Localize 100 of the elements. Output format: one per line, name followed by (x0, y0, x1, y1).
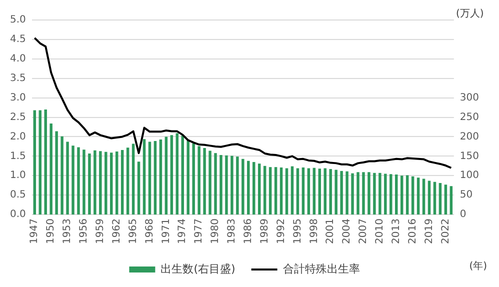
bar (444, 184, 448, 215)
bar (312, 168, 316, 215)
x-tick-label: 1950 (46, 218, 57, 244)
y2-tick-label: 300 (460, 92, 480, 104)
y-tick-label: 1.0 (10, 170, 26, 182)
bar (274, 167, 278, 215)
x-tick-label: 2013 (390, 218, 402, 244)
y2-tick-label: 150 (460, 150, 480, 162)
bar (422, 178, 426, 215)
x-tick-label: 1974 (177, 218, 188, 244)
x-tick-label: 2007 (358, 218, 370, 244)
x-tick-label: 1947 (29, 218, 40, 244)
x-tick-label: 1953 (62, 218, 74, 244)
bar (362, 172, 365, 215)
bar (406, 175, 409, 215)
bar (390, 174, 392, 215)
x-tick-label: 1959 (95, 218, 106, 244)
bar (132, 144, 135, 215)
x-axis-title: (年) (469, 260, 488, 272)
bar (66, 142, 69, 215)
x-tick-label: 2019 (424, 218, 435, 244)
bar (104, 152, 108, 215)
bar (428, 180, 431, 215)
bar (340, 170, 343, 215)
bar (126, 148, 130, 215)
x-tick-label: 1956 (78, 218, 90, 244)
bar (242, 158, 244, 215)
x-tick-label: 1992 (276, 218, 287, 244)
bar (214, 153, 217, 215)
bar (373, 172, 376, 215)
bar (290, 166, 294, 215)
x-tick-label: 1998 (308, 218, 320, 244)
x-tick-label: 1980 (210, 218, 222, 244)
x-tick-label: 1962 (111, 218, 122, 244)
x-tick-label: 1986 (242, 218, 254, 244)
bar (296, 168, 300, 215)
bar (252, 162, 256, 215)
bar (142, 139, 146, 215)
y-tick-label: 0.0 (10, 209, 26, 220)
y-tick-label: 1.5 (10, 150, 26, 162)
bar (258, 164, 261, 215)
y2-tick-label: 250 (460, 112, 480, 123)
bar (247, 160, 250, 215)
x-tick-label: 2010 (374, 218, 386, 244)
bar (181, 136, 184, 215)
bar (72, 146, 74, 215)
bar (324, 168, 326, 215)
bar (154, 141, 157, 215)
bar (220, 155, 222, 215)
bar (55, 131, 58, 215)
y-tick-label: 2.0 (10, 131, 26, 142)
y2-tick-label: 200 (460, 131, 480, 142)
bar (268, 167, 272, 215)
bar (384, 174, 387, 215)
bar (176, 133, 179, 215)
bar (94, 150, 96, 215)
bar (230, 156, 234, 215)
bar (170, 135, 174, 215)
x-tick-label: 1989 (259, 218, 270, 244)
bar (225, 155, 228, 215)
bar (368, 172, 370, 215)
bar (159, 139, 162, 215)
x-tick-label: 1983 (226, 218, 238, 244)
y-tick-label: 0.5 (10, 190, 26, 201)
bar (120, 150, 124, 215)
bar (351, 173, 354, 215)
bar (411, 176, 414, 215)
bar (198, 146, 200, 215)
x-tick-label: 2022 (440, 218, 452, 244)
y2-tick-label: 100 (460, 170, 480, 182)
y2-axis-title: (万人) (456, 8, 484, 20)
bar (186, 140, 190, 215)
bar (318, 168, 322, 215)
x-tick-label: 1995 (292, 218, 304, 244)
bar (450, 186, 453, 215)
bar (192, 143, 195, 215)
legend-label: 出生数(右目盛) (160, 262, 236, 276)
bar (164, 136, 168, 215)
legend-label: 合計特殊出生率 (282, 262, 360, 276)
bar (82, 150, 86, 215)
bar (356, 172, 360, 215)
y-tick-label: 4.5 (10, 34, 26, 46)
bar (110, 152, 113, 215)
x-tick-label: 1968 (144, 218, 156, 244)
bar (416, 178, 420, 215)
bar (438, 183, 442, 215)
bar (38, 110, 42, 215)
x-tick-label: 2001 (325, 218, 336, 244)
bar (334, 170, 338, 215)
bar (329, 169, 332, 215)
bar (77, 147, 80, 215)
bar (307, 168, 310, 215)
bar (394, 174, 398, 215)
y-tick-label: 5.0 (10, 14, 26, 26)
bar (60, 136, 64, 215)
x-tick-label: 2004 (342, 218, 353, 244)
bar (208, 150, 212, 215)
bar (236, 156, 239, 215)
bar (148, 142, 152, 215)
bar (400, 176, 404, 215)
